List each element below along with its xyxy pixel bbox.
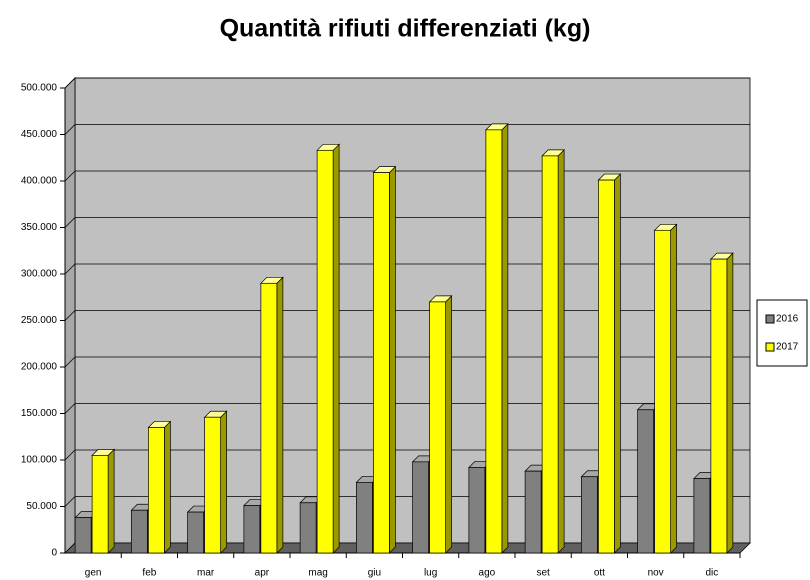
- x-tick-label: giu: [368, 568, 381, 579]
- y-tick-label: 500.000: [21, 83, 58, 94]
- bar: [541, 155, 559, 554]
- x-tick-label: set: [536, 568, 550, 579]
- grid-line: [64, 356, 76, 368]
- legend-label: 2016: [776, 314, 799, 325]
- grid-line: [64, 124, 76, 135]
- y-tick-label: 150.000: [21, 408, 58, 419]
- bar: [243, 505, 261, 554]
- y-tick-label: 200.000: [21, 362, 58, 373]
- bar-side: [164, 420, 171, 554]
- x-tick-label: mag: [308, 568, 327, 579]
- legend-swatch: [765, 342, 775, 352]
- bar-side: [276, 276, 284, 554]
- y-tick-label: 350.000: [21, 222, 58, 233]
- x-tick-label: apr: [255, 568, 270, 579]
- bar-side: [501, 123, 509, 554]
- bar-side: [557, 149, 565, 554]
- y-tick-label: 450.000: [21, 129, 58, 140]
- bar: [74, 517, 92, 554]
- grid-line: [64, 263, 76, 275]
- bar: [637, 409, 654, 554]
- bar: [187, 511, 204, 554]
- x-tick-label: nov: [648, 568, 664, 579]
- x-tick-label: gen: [85, 568, 102, 579]
- bar: [693, 478, 711, 554]
- bar: [598, 179, 615, 554]
- bar-side: [389, 165, 396, 554]
- bar: [581, 476, 598, 554]
- bar: [316, 149, 334, 554]
- bar: [485, 129, 503, 554]
- bar: [204, 416, 221, 554]
- bar: [356, 481, 373, 554]
- x-tick-label: lug: [424, 568, 437, 579]
- bar: [91, 455, 109, 554]
- x-tick-label: dic: [705, 568, 718, 579]
- x-tick-label: ago: [479, 568, 496, 579]
- y-tick-label: 400.000: [21, 176, 58, 187]
- bar-side: [726, 252, 734, 554]
- bar-side: [614, 173, 621, 554]
- bar: [148, 427, 165, 554]
- bar-side: [445, 295, 452, 554]
- bar: [524, 470, 542, 554]
- y-tick-label: 250.000: [21, 315, 58, 326]
- grid-line: [64, 310, 76, 321]
- bar: [299, 502, 317, 554]
- chart-title: Quantità rifiuti differenziati (kg): [220, 15, 591, 43]
- grid-line: [64, 77, 76, 89]
- bar: [654, 229, 671, 554]
- bar: [412, 461, 429, 554]
- bar: [131, 509, 148, 554]
- grid-line: [64, 170, 76, 182]
- grid-line: [64, 403, 76, 414]
- bar-side: [670, 223, 677, 554]
- legend-box: [756, 299, 808, 367]
- bar: [429, 301, 446, 554]
- x-tick-label: ott: [594, 568, 605, 579]
- grid-line: [64, 217, 76, 228]
- y-tick-label: 0: [51, 548, 57, 559]
- x-tick-label: mar: [197, 568, 215, 579]
- grid-line: [64, 449, 76, 461]
- legend-label: 2017: [776, 342, 799, 353]
- bar: [468, 467, 486, 554]
- bar-side: [332, 143, 340, 554]
- y-tick-label: 50.000: [26, 501, 57, 512]
- bar: [710, 258, 728, 554]
- y-tick-label: 300.000: [21, 269, 58, 280]
- y-tick-label: 100.000: [21, 455, 58, 466]
- bar-side: [107, 448, 115, 554]
- bar-side: [220, 410, 227, 554]
- bar: [373, 172, 390, 554]
- bar: [260, 282, 278, 554]
- legend-swatch: [765, 314, 775, 324]
- grid-line: [64, 496, 76, 507]
- x-tick-label: feb: [142, 568, 156, 579]
